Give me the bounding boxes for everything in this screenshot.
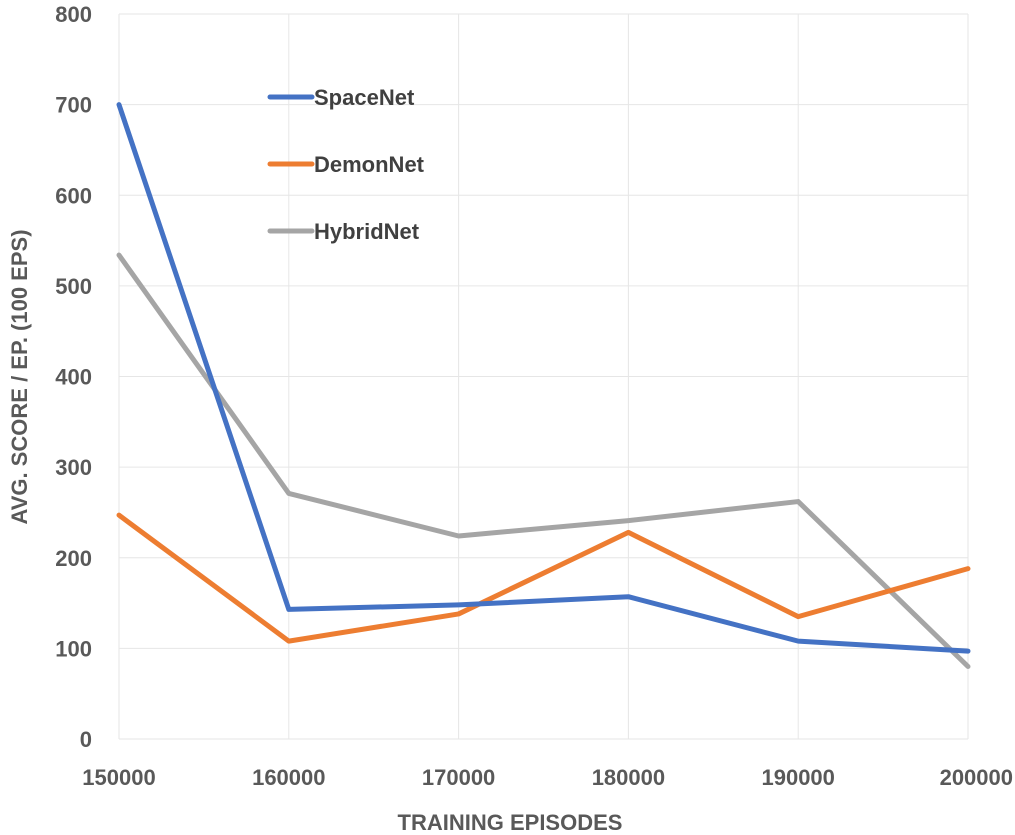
x-tick-label: 150000	[82, 765, 155, 790]
legend-item-demonnet: DemonNet	[267, 152, 425, 177]
series-line-hybridnet	[116, 252, 971, 669]
legend-label: SpaceNet	[314, 85, 415, 110]
y-tick-label: 800	[55, 2, 92, 27]
y-tick-label: 0	[80, 727, 92, 752]
y-tick-label: 400	[55, 365, 92, 390]
x-tick-label: 180000	[592, 765, 665, 790]
y-tick-label: 700	[55, 93, 92, 118]
legend-item-hybridnet: HybridNet	[267, 219, 420, 244]
series-line-spacenet	[116, 102, 971, 654]
x-tick-label: 170000	[422, 765, 495, 790]
grid	[118, 13, 969, 740]
y-tick-label: 200	[55, 546, 92, 571]
y-axis-ticks: 0 100 200 300 400 500 600 700 800	[55, 2, 92, 752]
x-axis-ticks: 150000 160000 170000 180000 190000 200000	[82, 765, 1013, 790]
x-axis-title: TRAINING EPISODES	[398, 810, 623, 835]
series-line-demonnet	[116, 512, 971, 644]
legend-label: DemonNet	[314, 152, 425, 177]
series-lines	[116, 102, 971, 669]
x-tick-label: 200000	[940, 765, 1013, 790]
y-axis-title: AVG. SCORE / EP. (100 EPS)	[7, 229, 32, 524]
legend-label: HybridNet	[314, 219, 420, 244]
y-tick-label: 100	[55, 636, 92, 661]
legend: SpaceNet DemonNet HybridNet	[267, 85, 425, 244]
x-tick-label: 160000	[252, 765, 325, 790]
y-tick-label: 600	[55, 183, 92, 208]
y-tick-label: 300	[55, 455, 92, 480]
legend-item-spacenet: SpaceNet	[267, 85, 415, 110]
x-tick-label: 190000	[761, 765, 834, 790]
y-tick-label: 500	[55, 274, 92, 299]
